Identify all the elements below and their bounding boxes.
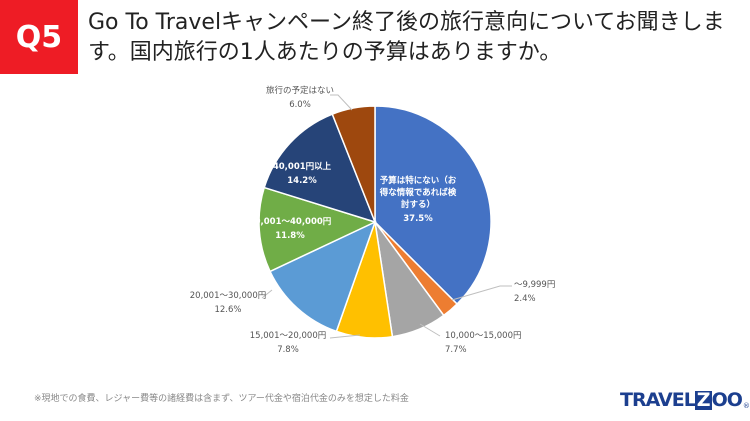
pie-slice-4 [269,220,377,333]
pie-slice-5 [258,186,378,273]
leader-line-3 [329,334,361,339]
leader-line-4 [261,289,273,299]
logo-registered-mark: ® [742,402,750,410]
slice-value-0: 37.5% [403,214,433,224]
slice-value-6: 14.2% [287,176,317,186]
slice-label-6: 40,001円以上 [273,161,332,172]
slice-label-3: 15,001～20,000円 [250,331,326,341]
pie-slice-0 [374,105,492,306]
slice-label-1: ～9,999円 [514,280,555,290]
slice-label-2: 10,000～15,000円 [445,331,521,341]
pie-slice-7 [331,105,376,223]
slice-label-5: 30,001～40,000円 [249,217,332,227]
slice-value-4: 12.6% [214,305,241,315]
logo-text-z: Z [694,389,712,411]
footnote: ※現地での食費、レジャー費等の諸経費は含まず、ツアー代金や宿泊代金のみを想定した… [34,394,409,404]
slice-value-3: 7.8% [277,345,299,355]
logo-text-travel: TRAVEL [620,389,696,411]
slice-label-4: 20,001～30,000円 [190,291,266,301]
logo-text-oo: OO [711,389,743,411]
slice-value-5: 11.8% [275,231,305,241]
page-title: Go To Travelキャンペーン終了後の旅行意向についてお聞きします。国内旅… [88,10,725,65]
slice-label-7: 旅行の予定はない [266,85,334,96]
leader-line-7 [330,94,353,111]
question-badge: Q5 [0,0,78,74]
pie-slice-6 [263,113,377,224]
slice-label-0: 予算は特にない（お [380,175,457,186]
leader-line-1 [451,285,512,301]
slice-value-1: 2.4% [514,294,536,304]
slice-label-0: 討する） [401,199,435,210]
slice-value-2: 7.7% [445,345,467,355]
leader-line-2 [419,323,441,337]
slice-label-0: 得な情報であれば検 [379,187,457,198]
slice-value-7: 6.0% [289,100,311,110]
travelzoo-logo: TRAVEL Z OO ® [620,384,750,411]
